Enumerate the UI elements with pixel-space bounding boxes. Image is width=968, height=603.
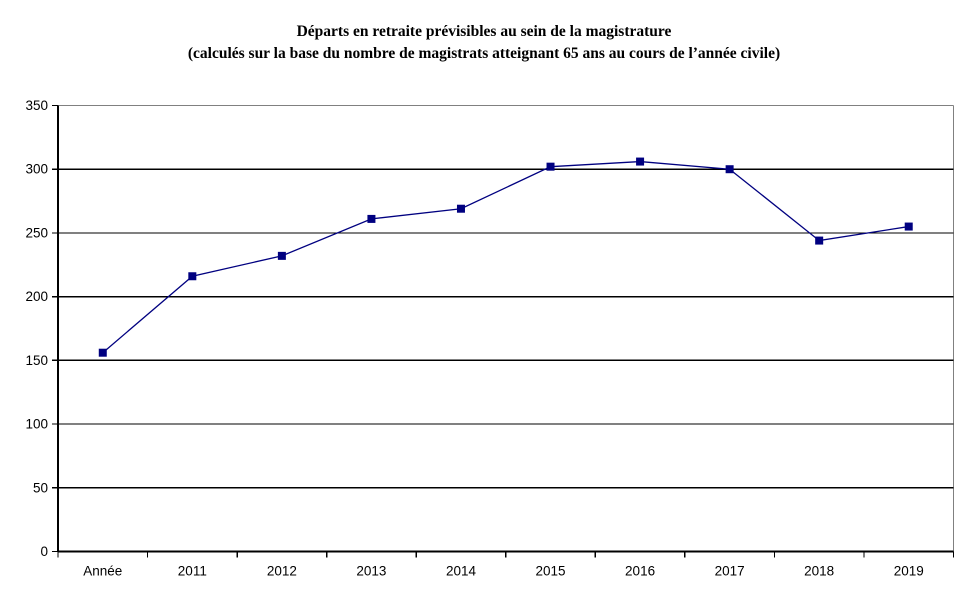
x-tick-label: 2015 [536, 564, 566, 579]
y-tick-label: 150 [25, 353, 48, 368]
data-point-marker [98, 348, 107, 357]
y-tick-label: 50 [33, 480, 48, 495]
y-tick-label: 250 [25, 225, 48, 240]
x-tick-label: 2016 [625, 564, 655, 579]
y-tick-label: 350 [25, 98, 48, 113]
x-tick-label: 2017 [715, 564, 745, 579]
data-point-marker [188, 272, 197, 281]
x-tick-label: 2011 [178, 564, 207, 579]
data-point-marker [456, 204, 465, 213]
x-tick-label: 2014 [446, 564, 477, 579]
chart-subtitle: (calculés sur la base du nombre de magis… [187, 45, 781, 62]
y-tick-label: 200 [25, 289, 48, 304]
data-point-marker [904, 222, 913, 231]
data-point-marker [367, 214, 376, 223]
data-point-marker [277, 251, 286, 260]
y-tick-label: 0 [40, 544, 48, 559]
x-tick-label: 2019 [894, 564, 924, 579]
data-point-marker [546, 162, 555, 171]
chart-title: Départs en retraite prévisibles au sein … [296, 23, 672, 40]
x-tick-label: Année [83, 564, 122, 579]
y-tick-label: 100 [25, 417, 48, 432]
data-point-marker [636, 157, 645, 166]
y-tick-label: 300 [25, 162, 48, 177]
data-line [102, 160, 909, 354]
x-tick-label: 2013 [356, 564, 386, 579]
chart-title-block: Départs en retraite prévisibles au sein … [0, 21, 968, 65]
data-point-marker [725, 165, 734, 174]
x-tick-label: 2018 [804, 564, 834, 579]
data-point-marker [815, 236, 824, 245]
x-tick-label: 2012 [267, 564, 297, 579]
